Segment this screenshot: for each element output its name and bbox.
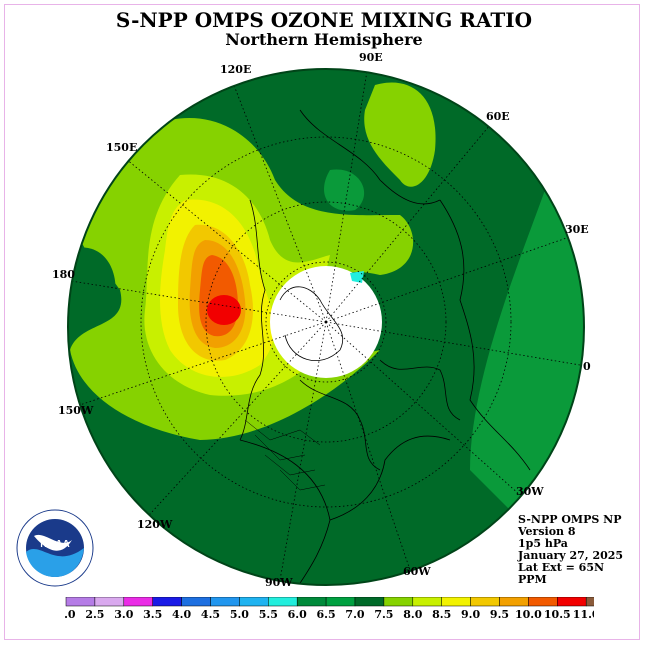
info-pressure: 1p5 hPa [518,537,568,550]
colorbar-tick-label: 4.5 [201,608,220,621]
colorbar-tick-label: 7.5 [374,608,393,621]
page-frame [4,4,640,640]
colorbar-tick-label: 2.0 [64,608,76,621]
map-boundary [67,68,585,586]
colorbar-swatch [65,597,96,607]
colorbar-tick-label: 2.5 [85,608,104,621]
colorbar-tick-label: 4.0 [172,608,191,621]
colorbar-swatch [499,597,529,607]
colorbar-swatch [210,597,240,607]
colorbar-tick-label: 7.0 [345,608,364,621]
colorbar-tick-label: 8.5 [432,608,451,621]
map-info: S-NPP OMPS NP Version 8 1p5 hPa January … [518,514,623,586]
colorbar-tick-label: 5.0 [230,608,249,621]
colorbar-swatch [441,597,471,607]
lon-label-30e: 30E [565,223,589,236]
colorbar-swatch [181,597,211,607]
lon-label-60e: 60E [486,110,510,123]
contour-10-5 [207,295,241,325]
noaa-logo: NOAA [16,509,94,587]
colorbar-tick-label: 3.5 [143,608,162,621]
colorbar-swatch [557,597,587,607]
lon-label-120w: 120W [137,518,173,531]
lon-label-120e: 120E [220,63,251,76]
lon-label-150e: 150E [106,141,137,154]
contour-6-5-north [324,169,365,211]
lon-label-150w: 150W [58,404,94,417]
colorbar-tick-label: 3.0 [114,608,133,621]
colorbar-swatch [470,597,500,607]
state-borders [244,419,326,491]
graticule [68,69,581,581]
colorbar-tick-label: 8.0 [403,608,422,621]
colorbar-swatch [268,597,298,607]
lon-label-60w: 60W [403,565,431,578]
noaa-logo-text: NOAA [40,539,69,550]
info-date: January 27, 2025 [518,549,624,562]
colorbar-swatch [239,597,269,607]
info-lat-extent: Lat Ext = 65N [518,561,605,574]
lon-label-0: 0 [583,360,591,373]
colorbar-tick-label: 11.0 [573,608,594,621]
map-subtitle: Northern Hemisphere [225,30,423,49]
colorbar-swatch [354,597,385,607]
colorbar-tick-label: 6.5 [317,608,336,621]
lon-label-30w: 30W [516,485,544,498]
colorbar-tick-label: 9.0 [461,608,480,621]
colorbar-tick-label: 6.0 [288,608,307,621]
colorbar-tick-label: 5.5 [259,608,278,621]
colorbar-swatch [94,597,125,607]
info-instrument: S-NPP OMPS NP [518,513,622,526]
colorbar-swatch [528,597,558,607]
colorbar-swatch [152,597,182,607]
colorbar-swatch [325,597,356,607]
map-title: S-NPP OMPS OZONE MIXING RATIO [115,8,533,32]
colorbar-swatch [123,597,153,607]
contour-5-5-patch [350,271,364,283]
coastlines [239,109,531,585]
info-version: Version 8 [518,525,576,538]
info-units: PPM [518,573,547,586]
contour-7-5-north [364,82,436,187]
colorbar-tick-label: 10.5 [544,608,571,621]
colorbar-tick-label: 10.0 [515,608,542,621]
colorbar-tick-label: 9.5 [490,608,509,621]
colorbar-swatch [412,597,442,607]
colorbar-swatch [585,597,594,607]
lon-label-90e: 90E [359,51,383,64]
colorbar-swatch [383,597,414,607]
colorbar-swatch [296,597,327,607]
lon-label-180: 180 [52,268,75,281]
lon-label-90w: 90W [265,576,293,589]
colorbar: 2.0 2.5 3.0 3.5 4.0 4.5 5.0 5.5 6.0 6.5 7.0 7.5 8.0 8… [64,597,594,621]
